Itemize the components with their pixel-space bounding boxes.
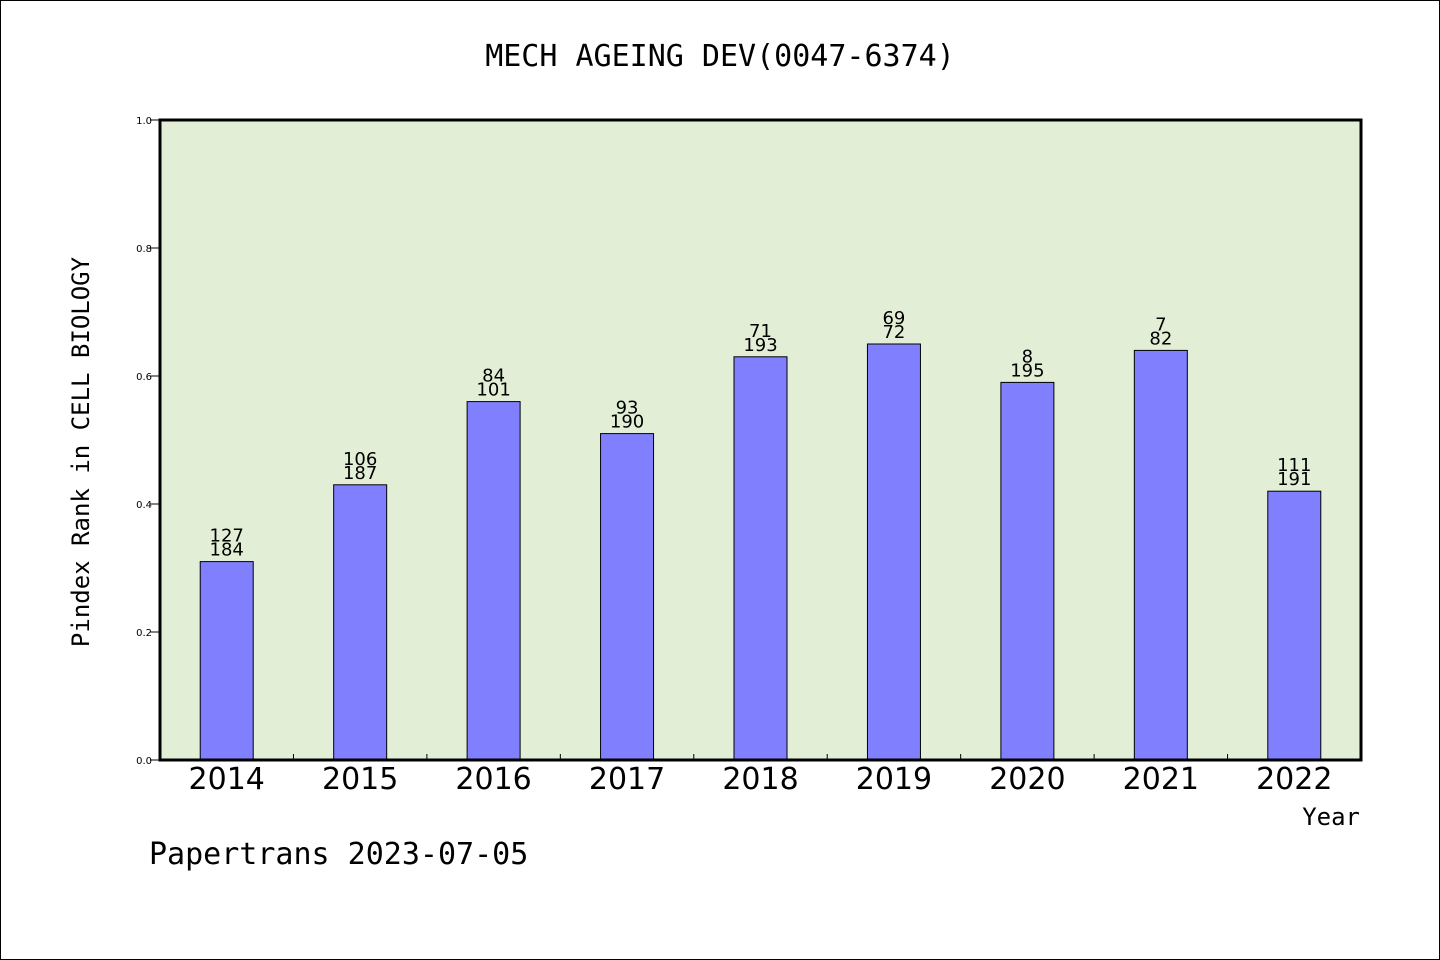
x-tick-label: 2018 [722,762,798,797]
data-label-bottom: 191 [1277,469,1311,490]
y-axis-label: Pindex Rank in CELL BIOLOGY [67,256,95,647]
bar-2019 [866,343,921,761]
bar-2022 [1267,490,1322,761]
data-label-top: 84 [482,366,505,387]
data-label-bottom: 184 [210,540,244,561]
plot-border [158,118,1363,762]
data-label-top: 127 [210,526,244,547]
x-tick-label: 2014 [189,762,265,797]
y-tick-label: 0.2 [136,628,152,639]
bar-2017 [600,433,655,761]
x-tick-label: 2021 [1123,762,1199,797]
bar-2016 [466,401,521,761]
bar-2021 [1133,349,1188,761]
axis-ticks: 0.0 0.2 0.4 0.6 0.8 1.0 2014 2015 2016 2017 2018 20… [136,116,1332,797]
x-tick-label: 2019 [856,762,932,797]
data-label-top: 93 [616,398,639,419]
x-tick-label: 2022 [1256,762,1332,797]
data-label-top: 106 [343,449,377,470]
data-label-bottom: 193 [743,335,777,356]
data-label-top: 69 [882,308,905,329]
bar-2020 [1000,381,1055,761]
x-axis-label: Year [1302,803,1360,831]
data-label-bottom: 195 [1010,360,1044,381]
bar-2015 [333,484,388,761]
y-tick-label: 0.6 [136,372,152,383]
y-tick-label: 1.0 [136,116,152,127]
footer-credit: Papertrans 2023-07-05 [149,837,528,872]
data-label-top: 111 [1277,455,1311,476]
y-tick-label: 0.8 [136,244,152,255]
y-tick-label: 0.0 [136,756,152,767]
x-tick-label: 2020 [989,762,1065,797]
x-tick-label: 2015 [322,762,398,797]
data-label-bottom: 72 [882,322,905,343]
data-label-bottom: 187 [343,463,377,484]
x-tick-label: 2016 [455,762,531,797]
data-label-bottom: 82 [1149,328,1172,349]
y-tick-label: 0.4 [136,500,152,511]
x-tick-label: 2017 [589,762,665,797]
data-label-top: 7 [1155,314,1166,335]
data-label-bottom: 101 [476,380,510,401]
bar-2018 [733,356,788,761]
data-label-top: 71 [749,321,772,342]
data-label-bottom: 190 [610,412,644,433]
bar-2014 [199,561,254,761]
chart-title: MECH AGEING DEV(0047-6374) [485,39,955,74]
data-label-top: 8 [1022,346,1033,367]
